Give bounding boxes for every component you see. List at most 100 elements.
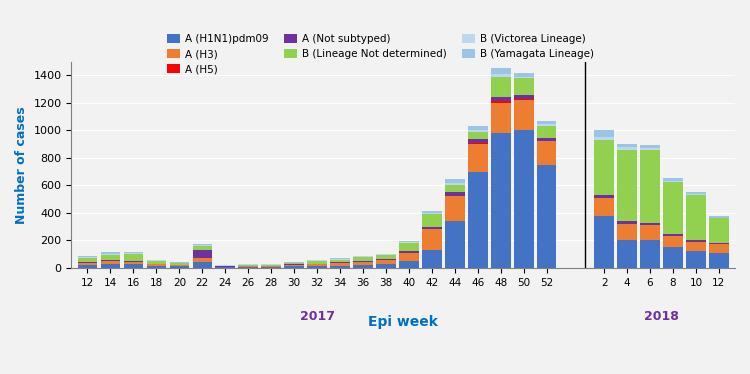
Bar xyxy=(284,265,304,266)
Bar xyxy=(353,265,373,268)
Bar xyxy=(514,99,533,100)
Text: 2017: 2017 xyxy=(299,310,334,324)
Bar xyxy=(376,255,396,259)
Bar xyxy=(537,141,556,165)
Bar xyxy=(491,133,511,268)
Bar xyxy=(594,131,614,137)
Bar xyxy=(640,223,660,225)
Bar xyxy=(170,265,189,266)
Bar xyxy=(491,68,511,74)
Bar xyxy=(663,234,682,236)
Bar xyxy=(445,185,464,191)
Bar xyxy=(376,259,396,260)
Bar xyxy=(537,122,556,124)
Bar xyxy=(594,140,614,195)
Bar xyxy=(468,139,488,143)
Bar xyxy=(445,183,464,185)
Bar xyxy=(399,241,418,242)
Bar xyxy=(594,215,614,268)
Bar xyxy=(686,191,706,194)
Bar xyxy=(617,150,637,221)
Bar xyxy=(100,260,120,261)
Bar xyxy=(376,260,396,264)
Bar xyxy=(491,74,511,77)
Bar xyxy=(78,263,98,265)
Bar xyxy=(686,240,706,242)
Bar xyxy=(686,242,706,251)
Bar xyxy=(710,253,729,268)
Bar xyxy=(308,266,327,268)
Bar xyxy=(514,77,533,78)
Bar xyxy=(100,252,120,254)
Bar xyxy=(100,255,120,260)
Bar xyxy=(146,261,166,264)
Bar xyxy=(193,244,212,245)
Bar xyxy=(594,198,614,215)
Bar xyxy=(308,261,327,264)
Bar xyxy=(468,126,488,131)
Bar xyxy=(445,179,464,183)
Bar xyxy=(193,246,212,250)
Bar xyxy=(262,265,281,266)
Bar xyxy=(422,214,442,227)
Text: 2018: 2018 xyxy=(644,310,679,324)
Bar xyxy=(330,266,350,268)
Bar xyxy=(376,264,396,268)
Bar xyxy=(617,147,637,150)
Bar xyxy=(124,254,143,261)
Bar xyxy=(193,245,212,246)
Bar xyxy=(399,253,418,261)
Bar xyxy=(262,266,281,267)
Bar xyxy=(308,260,327,261)
Bar xyxy=(514,78,533,95)
Bar xyxy=(170,266,189,268)
Bar xyxy=(640,148,660,150)
Bar xyxy=(468,131,488,132)
Bar xyxy=(100,264,120,268)
Bar xyxy=(686,251,706,268)
Bar xyxy=(617,221,637,224)
Bar xyxy=(100,254,120,255)
Bar xyxy=(422,227,442,229)
Bar xyxy=(238,266,258,267)
Bar xyxy=(617,224,637,240)
Bar xyxy=(193,250,212,258)
Bar xyxy=(468,172,488,268)
Bar xyxy=(710,245,729,253)
Bar xyxy=(422,250,442,268)
Bar xyxy=(330,262,350,263)
Bar xyxy=(170,262,189,263)
Legend: A (H1N1)pdm09, A (H3), A (H5), A (Not subtyped), B (Lineage Not determined), B (: A (H1N1)pdm09, A (H3), A (H5), A (Not su… xyxy=(163,30,598,79)
Bar xyxy=(537,124,556,126)
Bar xyxy=(78,262,98,263)
Bar xyxy=(353,256,373,257)
Bar xyxy=(399,242,418,243)
X-axis label: Epi week: Epi week xyxy=(368,315,438,329)
Bar xyxy=(262,267,281,268)
Bar xyxy=(124,253,143,254)
Bar xyxy=(537,165,556,268)
Bar xyxy=(640,225,660,240)
Bar xyxy=(686,194,706,195)
Bar xyxy=(330,258,350,259)
Bar xyxy=(594,195,614,198)
Bar xyxy=(284,264,304,265)
Bar xyxy=(399,261,418,268)
Bar xyxy=(710,243,729,245)
Bar xyxy=(146,266,166,268)
Bar xyxy=(330,263,350,266)
Bar xyxy=(146,260,166,261)
Bar xyxy=(514,100,533,131)
Bar xyxy=(663,181,682,182)
Bar xyxy=(537,126,556,138)
Bar xyxy=(399,243,418,251)
Bar xyxy=(422,229,442,250)
Bar xyxy=(663,247,682,268)
Bar xyxy=(514,95,533,99)
Bar xyxy=(124,261,143,264)
Bar xyxy=(663,182,682,234)
Bar xyxy=(617,144,637,147)
Bar xyxy=(193,258,212,262)
Bar xyxy=(284,266,304,268)
Bar xyxy=(491,103,511,133)
